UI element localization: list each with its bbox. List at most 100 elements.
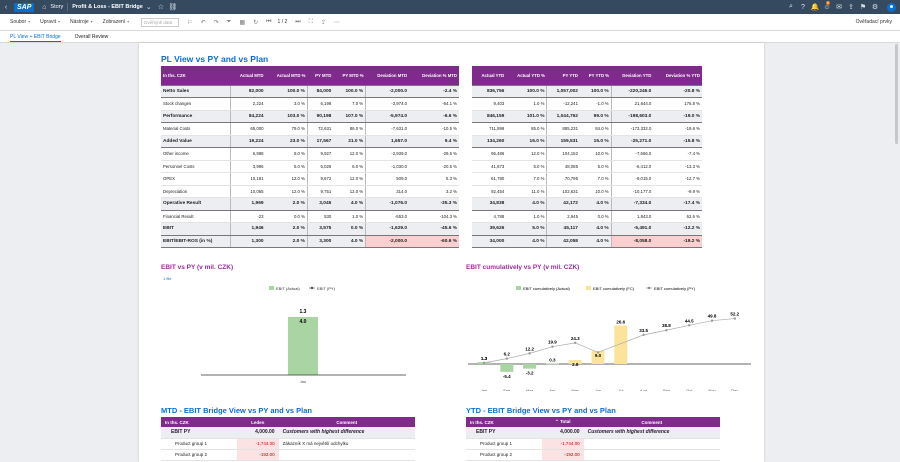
table-icon[interactable]: ▦ (239, 19, 246, 26)
tab-overall-review[interactable]: Overall Review (74, 34, 109, 40)
col-header[interactable]: Actual MTD % (265, 66, 308, 85)
table-row[interactable]: 846,159 101.0 % 1,044,762 99.0 % -198,603.0-… (472, 109, 702, 123)
col-header[interactable]: PY YTD % (579, 66, 612, 85)
help-icon[interactable]: ? (801, 3, 805, 11)
table-row[interactable]: Product group 2 -192.00 (466, 449, 720, 461)
bar-actual-jan[interactable] (288, 317, 318, 375)
bar-feb[interactable] (500, 364, 514, 372)
table-row[interactable]: 711,899 85.0 % 885,231 84.0 % -173,332.0 -19.… (472, 122, 702, 136)
col-header[interactable]: Deviation MTD (365, 66, 410, 85)
table-row[interactable]: 92,454 11.0 % 102,631 10.0 % -10,177.0 -9.9 % (472, 185, 702, 198)
table-row[interactable]: 39,626 5.0 % 45,117 4.0 % -5,491.0 -12.2 % (472, 222, 702, 236)
undo-icon[interactable]: ↶ (200, 19, 206, 26)
col-header[interactable]: In ths. CZK (466, 417, 542, 427)
bar-apr[interactable] (545, 363, 559, 365)
col-header[interactable]: Actual MTD (230, 66, 266, 85)
col-header[interactable]: Deviation % MTD (409, 66, 459, 85)
table-row[interactable]: 41,673 5.0 % 48,085 5.0 % -6,412.0 -13.3 % (472, 160, 702, 173)
table-row[interactable]: Stock changes 2,224 3.0 % 6,198 7.0 % -3,974.… (161, 97, 459, 111)
menu-file[interactable]: Soubor ▾ (10, 19, 30, 25)
comment-cell[interactable] (583, 449, 720, 461)
sort-icon[interactable]: ⌃ (555, 419, 561, 424)
py-point[interactable] (505, 357, 508, 360)
table-row[interactable]: Other income 6,988 9.0 % 9,927 12.0 % -2,939.… (161, 147, 459, 161)
col-header[interactable]: In ths. CZK (161, 66, 231, 85)
pl-ytd-table[interactable]: Actual YTD Actual YTD % PY YTD PY YTD % Devi… (472, 66, 702, 248)
table-row[interactable]: EBIT PY 4,000.00 Customers with highest di… (466, 427, 720, 439)
ytd-bridge-table[interactable]: In ths. CZK ⌃ Total Comment EBIT PY 4,000… (466, 417, 720, 461)
col-header[interactable]: PY YTD (546, 66, 580, 85)
controls-button[interactable]: Ověřadací prvky (855, 19, 892, 25)
py-point[interactable] (642, 333, 645, 337)
data-search-input[interactable]: Dvěřejně data (141, 17, 180, 27)
feedback-icon[interactable]: ☺ (823, 3, 831, 11)
comment-cell[interactable]: Zákazník X má největší odchylku (278, 438, 415, 450)
scrollbar[interactable] (895, 44, 898, 144)
notification-icon[interactable]: 🔔 (810, 4, 820, 11)
table-row[interactable]: 134,260 16.0 % 159,531 15.0 % -25,271.0 -15.8… (472, 134, 702, 148)
fullscreen-icon[interactable]: ⛶ (308, 18, 313, 25)
col-header[interactable]: Leden (236, 417, 279, 427)
table-row[interactable]: Product group 2 -192.00 (161, 449, 415, 461)
cum-chart[interactable]: EBIT cumulatively (Actual) EBIT cumulativ… (466, 281, 756, 391)
pl-mtd-table[interactable]: In ths. CZK Actual MTD Actual MTD % PY MTD P… (161, 66, 459, 248)
col-header[interactable]: In ths. CZK (161, 417, 237, 427)
table-row[interactable]: Financial Result -23 0.0 % 530 1.0 % -553.0 -1… (161, 210, 459, 223)
bar-mar[interactable] (523, 364, 537, 369)
py-point[interactable] (551, 345, 554, 348)
col-header[interactable]: Actual YTD % (506, 66, 547, 85)
table-row[interactable]: Netto Sales 82,000 100.0 % 84,000 100.0 % -2,… (161, 84, 459, 98)
table-row[interactable]: OPEX 10,181 12.0 % 9,672 12.0 % 509.0 5.3 % (161, 172, 459, 186)
py-point[interactable] (528, 352, 531, 355)
search-icon[interactable]: ⌕ (789, 3, 793, 10)
link-icon[interactable]: ⛓ (168, 4, 178, 11)
py-point[interactable] (733, 317, 736, 320)
favorite-icon[interactable]: ☆ (157, 4, 164, 11)
settings-icon[interactable]: ⚙ (871, 4, 879, 11)
mtd-bridge-table[interactable]: In ths. CZK Leden Comment EBIT PY 4,000.0… (161, 417, 415, 461)
table-row[interactable]: EBIT 1,946 2.0 % 3,575 0.0 % -1,629.0 -45.6 % (161, 222, 459, 236)
table-row[interactable]: Added Value 19,224 23.0 % 17,567 21.0 % 1,657… (161, 134, 459, 148)
py-point[interactable] (665, 329, 668, 332)
redo-icon[interactable]: ↷ (213, 19, 219, 26)
py-point[interactable] (710, 319, 714, 322)
table-row[interactable]: Performance 84,224 103.0 % 90,198 107.0 % -5,… (161, 109, 459, 123)
share-icon[interactable]: ⇪ (848, 4, 854, 11)
table-row[interactable]: Product group 1 -1,744.00 Zákazník X má ne… (161, 438, 415, 450)
chevron-down-icon[interactable]: ⌄ (145, 4, 152, 11)
py-point[interactable] (574, 341, 577, 345)
refresh-icon[interactable]: ↻ (253, 19, 259, 26)
ebit-chart[interactable]: EBIT (Actual) EBIT (PY) 4.0 1.3 Jan (161, 281, 446, 391)
bar-may[interactable] (568, 359, 582, 364)
home-icon[interactable]: ⌂ (42, 3, 47, 11)
col-header[interactable]: PY MTD (307, 66, 334, 85)
chat-icon[interactable]: ✉ (836, 4, 842, 11)
tab-pl-view[interactable]: PL View + EBIT Bridge (10, 31, 61, 42)
menu-edit[interactable]: Upravit ▾ (40, 19, 60, 25)
table-row[interactable]: Product group 1 -1,744.00 (466, 438, 720, 450)
comment-cell[interactable]: Customers with highest difference (278, 427, 415, 439)
bookmark-icon[interactable]: ⚐ (187, 19, 193, 26)
col-header[interactable]: Comment (583, 417, 720, 427)
menu-tools[interactable]: Nástroje ▾ (70, 19, 93, 25)
bar-jun[interactable] (591, 350, 605, 364)
table-row[interactable]: Personnel Costs 3,996 5.0 % 5,026 6.0 % -1,03… (161, 160, 459, 173)
col-header[interactable]: PY MTD % (333, 66, 366, 85)
table-row[interactable]: 34,000 4.0 % 42,058 4.0 % -8,058.0 -19.2 % (472, 234, 702, 248)
col-header[interactable]: Deviation YTD (611, 66, 654, 85)
filter-icon[interactable]: ⏷ (226, 18, 232, 25)
table-row[interactable]: Depreciation 10,065 12.0 % 9,751 12.0 % 314.0… (161, 185, 459, 198)
share-icon[interactable]: ⇪ (320, 19, 326, 26)
table-row[interactable]: Material Costs 65,000 79.0 % 72,631 86.0 % -7… (161, 122, 459, 136)
table-row[interactable]: 61,780 7.0 % 70,795 7.0 % -9,015.0 -12.7 % (472, 172, 702, 186)
col-header[interactable]: Deviation % YTD (653, 66, 702, 85)
menu-view[interactable]: Zobrazení ▾ (103, 19, 130, 25)
comment-cell[interactable] (278, 449, 415, 461)
last-page-icon[interactable]: ⏭ (295, 18, 301, 25)
col-header[interactable]: Comment (278, 417, 415, 427)
table-row[interactable]: EBIT PY 4,000.00 Customers with highest di… (161, 427, 415, 439)
col-header[interactable]: ⌃ Total (541, 417, 584, 427)
table-row[interactable]: EBIT/EBIT-ROS (in %) 1,300 2.0 % 3,300 4.0 %… (161, 234, 459, 248)
py-point[interactable] (688, 324, 691, 327)
more-icon[interactable]: ⋯ (333, 19, 340, 26)
